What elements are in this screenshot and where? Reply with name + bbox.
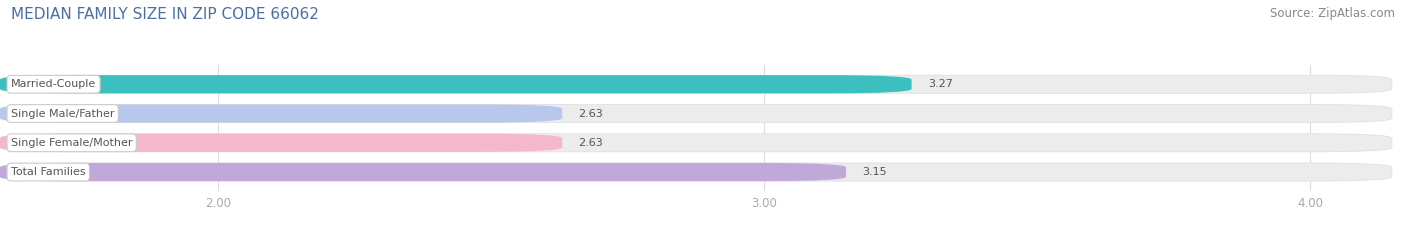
FancyBboxPatch shape: [0, 104, 1392, 123]
FancyBboxPatch shape: [0, 75, 911, 93]
Text: MEDIAN FAMILY SIZE IN ZIP CODE 66062: MEDIAN FAMILY SIZE IN ZIP CODE 66062: [11, 7, 319, 22]
Text: Single Female/Mother: Single Female/Mother: [11, 138, 132, 148]
FancyBboxPatch shape: [0, 104, 562, 123]
FancyBboxPatch shape: [0, 163, 846, 181]
Text: 3.27: 3.27: [928, 79, 953, 89]
Text: Married-Couple: Married-Couple: [11, 79, 96, 89]
Text: 3.15: 3.15: [862, 167, 887, 177]
Text: Total Families: Total Families: [11, 167, 86, 177]
FancyBboxPatch shape: [0, 134, 562, 152]
Text: 2.63: 2.63: [579, 109, 603, 119]
FancyBboxPatch shape: [0, 75, 1392, 93]
FancyBboxPatch shape: [0, 163, 1392, 181]
FancyBboxPatch shape: [0, 134, 1392, 152]
Text: 2.63: 2.63: [579, 138, 603, 148]
Text: Single Male/Father: Single Male/Father: [11, 109, 114, 119]
Text: Source: ZipAtlas.com: Source: ZipAtlas.com: [1270, 7, 1395, 20]
